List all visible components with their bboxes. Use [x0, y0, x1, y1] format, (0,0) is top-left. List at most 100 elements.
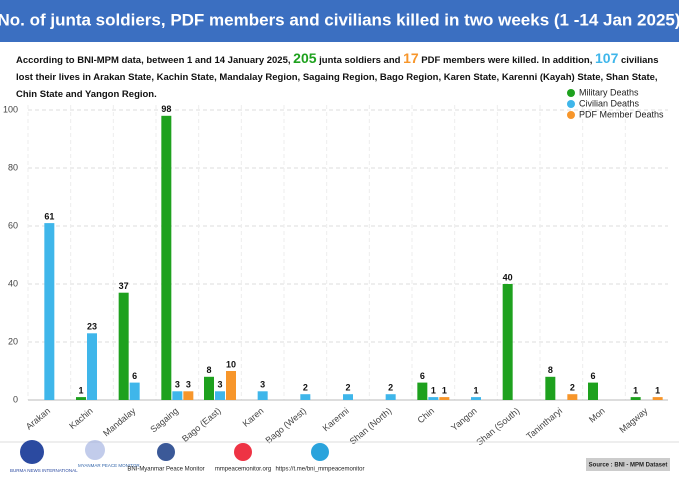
web-icon — [234, 443, 252, 461]
legend-swatch — [567, 100, 575, 108]
value-label: 1 — [633, 385, 638, 395]
x-tick-label: Magway — [617, 405, 649, 435]
subtitle-text: civilians lost their lives in Arakan Sta… — [16, 55, 659, 100]
footer-text: mmpeacemonitor.org — [215, 467, 271, 473]
legend-label: Military Deaths — [579, 87, 639, 97]
subtitle-text: PDF members were killed. In addition, — [418, 55, 595, 66]
bar — [385, 394, 396, 400]
y-tick-label: 40 — [8, 278, 18, 288]
legend-label: Civilian Deaths — [579, 98, 640, 108]
value-label: 40 — [503, 272, 513, 282]
value-label: 1 — [473, 385, 478, 395]
x-tick-label: Shan (South) — [474, 406, 521, 448]
value-label: 1 — [655, 385, 660, 395]
bar — [215, 391, 225, 400]
x-tick-label: Yangon — [449, 406, 479, 433]
value-label: 2 — [388, 383, 393, 393]
value-label: 23 — [87, 322, 97, 332]
value-label: 61 — [44, 211, 54, 221]
x-tick-label: Sagaing — [148, 406, 180, 435]
footer-text: https://t.me/bni_mmpeacemonitor — [275, 467, 364, 473]
x-tick-label: Karen — [241, 406, 266, 429]
logo-text: MYANMAR PEACE MONITOR — [78, 463, 140, 468]
logo-text: BURMA NEWS INTERNATIONAL — [10, 468, 78, 473]
value-label: 98 — [161, 104, 171, 114]
value-label: 10 — [226, 359, 236, 369]
legend-swatch — [567, 89, 575, 97]
subtitle-number: 107 — [595, 50, 619, 66]
legend-swatch — [567, 111, 575, 119]
bar — [183, 391, 194, 400]
header-band — [0, 0, 679, 42]
y-tick-label: 0 — [13, 394, 18, 404]
bar — [87, 333, 97, 400]
value-label: 1 — [431, 385, 436, 395]
value-label: 2 — [303, 383, 308, 393]
bar — [502, 284, 513, 400]
bar — [428, 397, 439, 400]
bar — [588, 382, 598, 400]
value-label: 3 — [260, 380, 265, 390]
bni-logo — [20, 440, 44, 464]
source-box — [586, 458, 670, 471]
value-label: 1 — [442, 385, 447, 395]
bar — [343, 394, 353, 400]
y-tick-label: 20 — [8, 336, 18, 346]
y-tick-label: 100 — [3, 104, 18, 114]
source: Source : BNI - MPM Dataset — [589, 463, 668, 469]
x-tick-label: Bago (West) — [264, 406, 309, 446]
x-tick-label: Mon — [587, 406, 607, 425]
bar — [300, 394, 311, 400]
value-label: 6 — [132, 371, 137, 381]
value-label: 6 — [420, 371, 425, 381]
bar — [630, 397, 641, 400]
value-label: 2 — [345, 383, 350, 393]
value-label: 3 — [175, 380, 180, 390]
bar — [118, 292, 129, 400]
y-tick-label: 60 — [8, 220, 18, 230]
x-tick-label: Arakan — [24, 406, 52, 432]
bar — [161, 115, 172, 401]
bar — [417, 382, 428, 400]
value-label: 8 — [548, 365, 553, 375]
bar — [545, 376, 556, 400]
value-label: 2 — [570, 383, 575, 393]
telegram-icon — [311, 443, 329, 461]
bar — [204, 376, 214, 400]
bar — [257, 391, 268, 400]
value-label: 37 — [119, 281, 129, 291]
legend-label: PDF Member Deaths — [579, 109, 664, 119]
footer-text: BNI-Myanmar Peace Monitor — [127, 467, 204, 473]
y-tick-label: 80 — [8, 162, 18, 172]
bar — [439, 397, 450, 400]
bar — [76, 397, 86, 400]
value-label: 8 — [206, 365, 211, 375]
x-tick-label: Kachin — [67, 406, 95, 431]
bar — [44, 223, 55, 400]
x-tick-label: Karenni — [321, 406, 351, 434]
subtitle-number: 17 — [403, 50, 419, 66]
value-label: 3 — [186, 380, 191, 390]
bar — [652, 397, 663, 400]
bar — [172, 391, 183, 400]
bar — [567, 394, 578, 400]
subtitle-text: According to BNI-MPM data, between 1 and… — [16, 55, 294, 66]
subtitle: According to BNI-MPM data, between 1 and… — [16, 50, 666, 103]
subtitle-text: junta soldiers and — [316, 55, 404, 66]
x-tick-label: Bago (East) — [180, 406, 223, 444]
x-tick-label: Tanintharyi — [524, 406, 564, 442]
subtitle-number: 205 — [293, 50, 317, 66]
facebook-icon — [157, 443, 175, 461]
value-label: 6 — [590, 371, 595, 381]
chart-title: No. of junta soldiers, PDF members and c… — [0, 10, 679, 29]
x-tick-label: Chin — [416, 406, 437, 426]
bar — [471, 397, 481, 400]
value-label: 3 — [217, 380, 222, 390]
mpm-logo — [85, 440, 105, 460]
bar — [226, 371, 236, 400]
x-tick-label: Shan (North) — [348, 406, 394, 447]
x-tick-label: Mandalay — [101, 405, 138, 438]
value-label: 1 — [78, 385, 83, 395]
